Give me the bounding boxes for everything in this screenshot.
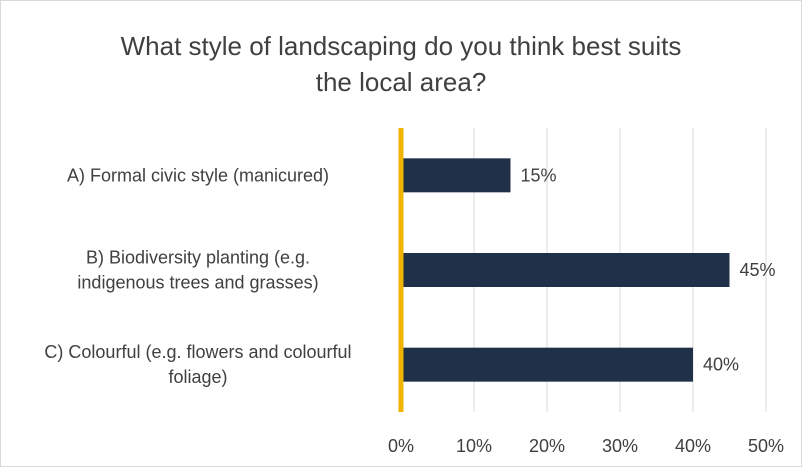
chart-title: What style of landscaping do you think b… bbox=[0, 28, 802, 100]
chart-title-line-2: the local area? bbox=[315, 67, 487, 97]
x-tick-label: 0% bbox=[388, 436, 414, 456]
bar bbox=[401, 253, 730, 287]
bar bbox=[401, 158, 511, 193]
x-tick-label: 50% bbox=[748, 436, 784, 456]
x-tick-label: 30% bbox=[602, 436, 638, 456]
data-label: 15% bbox=[521, 165, 557, 185]
category-label: C) Colourful (e.g. flowers and colourful bbox=[44, 342, 351, 362]
chart-title-line-1: What style of landscaping do you think b… bbox=[120, 31, 682, 61]
x-tick-label: 10% bbox=[456, 436, 492, 456]
category-label: foliage) bbox=[168, 367, 227, 387]
category-label: indigenous trees and grasses) bbox=[77, 273, 318, 293]
x-tick-label: 40% bbox=[675, 436, 711, 456]
category-label: B) Biodiversity planting (e.g. bbox=[86, 248, 310, 268]
x-tick-label: 20% bbox=[529, 436, 565, 456]
bar bbox=[401, 347, 693, 382]
data-label: 40% bbox=[703, 355, 739, 375]
data-label: 45% bbox=[740, 260, 776, 280]
category-label: A) Formal civic style (manicured) bbox=[67, 165, 329, 185]
